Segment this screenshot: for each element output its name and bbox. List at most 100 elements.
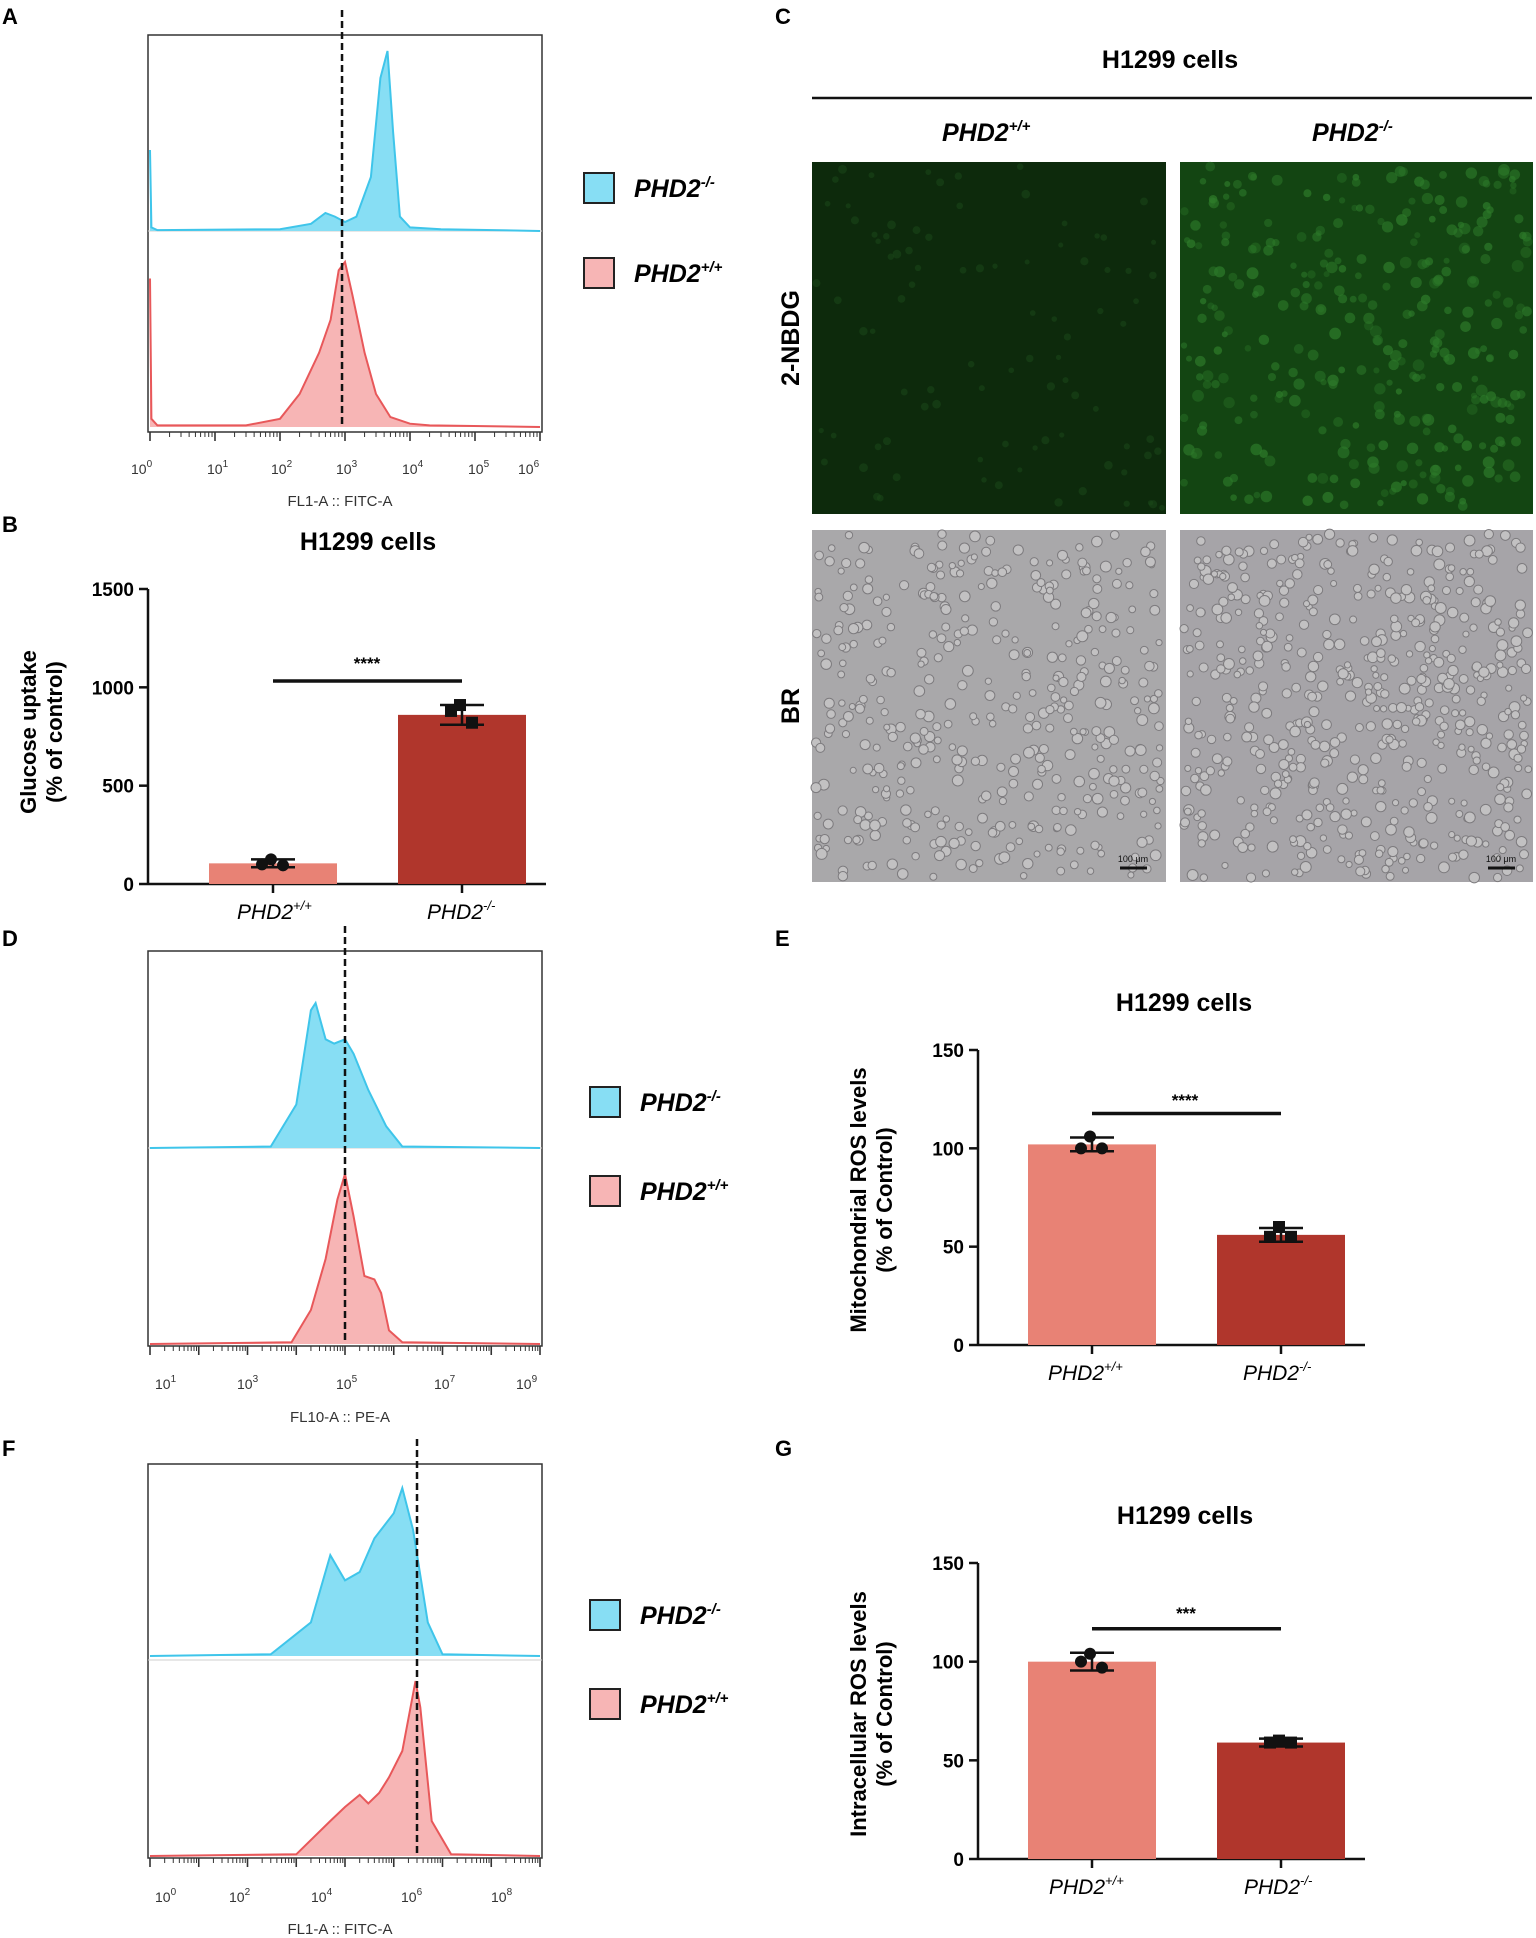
brightfield-cell <box>882 593 890 601</box>
brightfield-cell <box>886 622 896 632</box>
brightfield-cell <box>1155 744 1164 752</box>
fluorescent-cell <box>1441 445 1449 452</box>
histogram-d-tick-label: 103 <box>237 1374 259 1392</box>
fluorescent-cell <box>1277 300 1289 311</box>
brightfield-cell <box>1520 694 1528 702</box>
brightfield-cell <box>936 570 946 580</box>
fluorescent-cell <box>873 492 881 501</box>
brightfield-cell <box>1028 689 1037 697</box>
brightfield-cell <box>1368 563 1380 575</box>
brightfield-cell <box>1259 546 1269 556</box>
fluorescent-cell <box>1302 280 1310 289</box>
brightfield-cell <box>1144 556 1156 568</box>
fluorescent-cell <box>1191 447 1203 460</box>
brightfield-cell <box>956 745 968 757</box>
chart-b-significance: **** <box>354 654 381 673</box>
fluorescent-cell <box>1416 493 1429 505</box>
brightfield-cell <box>853 815 863 825</box>
fluorescent-cell <box>1058 242 1064 248</box>
brightfield-cell <box>1022 723 1034 734</box>
brightfield-cell <box>1468 871 1480 884</box>
brightfield-cell <box>1139 645 1149 655</box>
fluorescent-cell <box>887 253 894 260</box>
fluorescent-cell <box>1355 204 1364 212</box>
legend-d-swatch-wildtype <box>589 1175 621 1207</box>
brightfield-cell <box>1090 647 1100 657</box>
fluorescent-cell <box>1439 171 1447 179</box>
fluorescent-cell <box>1301 271 1308 278</box>
fluorescent-cell <box>994 481 1003 490</box>
fluorescent-cell <box>1214 310 1225 321</box>
brightfield-cell <box>1225 703 1234 713</box>
brightfield-cell <box>1400 584 1413 596</box>
brightfield-cell <box>1261 869 1270 878</box>
fluorescent-cell <box>1398 167 1408 177</box>
brightfield-cell <box>1481 762 1491 772</box>
brightfield-cell <box>1096 806 1108 818</box>
fluorescent-cell <box>1509 187 1517 195</box>
fluorescent-cell <box>1415 459 1423 467</box>
brightfield-cell <box>1431 545 1444 558</box>
brightfield-cell <box>1340 808 1352 820</box>
brightfield-cell <box>1260 628 1268 636</box>
brightfield-cell <box>1023 791 1034 802</box>
fluorescent-cell <box>1199 421 1208 430</box>
brightfield-cell <box>1296 851 1306 860</box>
brightfield-cell <box>1261 707 1273 719</box>
chart-b-y-tick-label: 500 <box>102 777 134 798</box>
fluorescent-cell <box>1329 327 1342 340</box>
fluorescent-cell <box>1511 259 1524 272</box>
brightfield-cell <box>1447 564 1456 572</box>
brightfield-cell <box>1482 840 1490 848</box>
brightfield-cell <box>1500 530 1511 541</box>
brightfield-cell <box>1312 651 1324 663</box>
fluorescent-cell <box>925 169 932 176</box>
brightfield-cell <box>915 708 926 720</box>
fluorescent-cell <box>1471 395 1481 405</box>
chart-g-y-tick-label: 50 <box>943 1751 964 1772</box>
brightfield-cell <box>1460 799 1468 807</box>
brightfield-cell <box>1497 742 1507 753</box>
brightfield-cell <box>880 708 889 717</box>
brightfield-cell <box>1116 812 1125 820</box>
chart-g-ylabel-1: Intracellular ROS levels <box>846 1591 871 1837</box>
brightfield-cell <box>1322 845 1332 854</box>
brightfield-cell <box>1403 852 1411 861</box>
brightfield-cell <box>873 762 885 774</box>
brightfield-cell <box>942 815 951 823</box>
brightfield-cell <box>958 590 971 603</box>
brightfield-cell <box>1295 762 1306 773</box>
fluorescent-cell <box>1459 222 1471 235</box>
brightfield-cell <box>872 596 883 606</box>
brightfield-cell <box>1400 806 1409 815</box>
fluorescent-cell <box>1149 271 1157 280</box>
fluorescent-cell <box>1462 306 1474 318</box>
fluorescent-cell <box>892 249 902 259</box>
fluorescent-cell <box>1366 443 1376 452</box>
fluorescent-cell <box>1061 220 1068 227</box>
brightfield-cell <box>1470 597 1481 608</box>
brightfield-cell <box>1345 860 1353 868</box>
brightfield-cell <box>959 626 969 636</box>
brightfield-cell <box>1374 584 1382 592</box>
brightfield-cell <box>1077 557 1088 568</box>
brightfield-cell <box>1458 645 1467 654</box>
brightfield-cell <box>1453 834 1461 842</box>
brightfield-cell <box>1448 831 1456 839</box>
fluorescent-cell <box>1521 306 1532 317</box>
fluorescent-cell <box>1121 469 1128 476</box>
fluorescent-cell <box>1458 242 1471 255</box>
fluorescent-cell <box>1356 254 1367 264</box>
fluorescent-cell <box>1080 257 1089 266</box>
fluorescent-cell <box>1482 210 1492 220</box>
brightfield-cell <box>1001 629 1010 638</box>
brightfield-cell <box>1385 871 1395 881</box>
brightfield-cell <box>1238 657 1247 665</box>
brightfield-cell <box>918 744 929 755</box>
chart-g-y-tick-label: 0 <box>953 1850 964 1871</box>
fluorescent-cell <box>1233 279 1245 290</box>
brightfield-cell <box>1125 581 1134 590</box>
fluorescent-cell <box>887 220 896 230</box>
brightfield-cell <box>1115 567 1123 575</box>
fluorescent-cell <box>1419 471 1427 479</box>
